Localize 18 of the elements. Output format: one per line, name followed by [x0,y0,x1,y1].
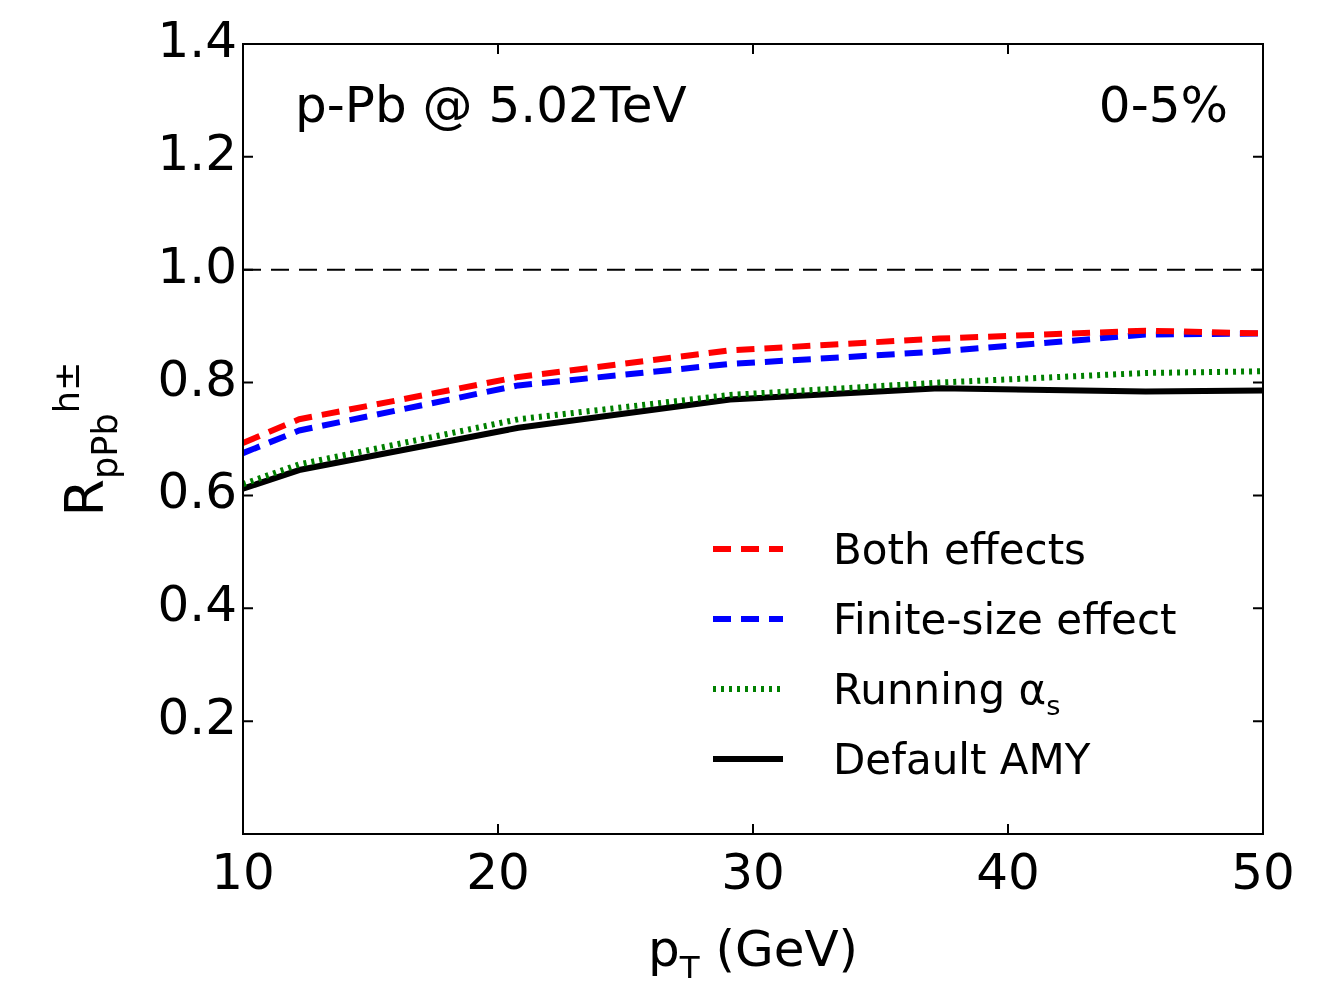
legend-label: Default AMY [833,735,1091,784]
y-tick-label: 0.8 [157,349,237,408]
y-axis-title: RpPbh± [45,361,125,517]
y-tick-label: 1.0 [157,236,237,295]
x-tick-label: 20 [466,842,530,901]
legend-label: Both effects [833,525,1087,574]
x-tick-label: 30 [721,842,785,901]
y-tick-label: 1.4 [157,10,237,69]
y-tick-label: 0.4 [157,575,237,634]
y-tick-label: 1.2 [157,123,237,182]
annotation: p-Pb @ 5.02TeV [295,76,687,134]
legend-label: Finite-size effect [833,595,1177,644]
y-tick-label: 0.6 [157,462,237,521]
x-tick-label: 40 [976,842,1040,901]
annotation: 0-5% [1098,76,1229,134]
x-tick-label: 50 [1231,842,1295,901]
y-tick-label: 0.2 [157,688,237,747]
x-tick-label: 10 [211,842,275,901]
